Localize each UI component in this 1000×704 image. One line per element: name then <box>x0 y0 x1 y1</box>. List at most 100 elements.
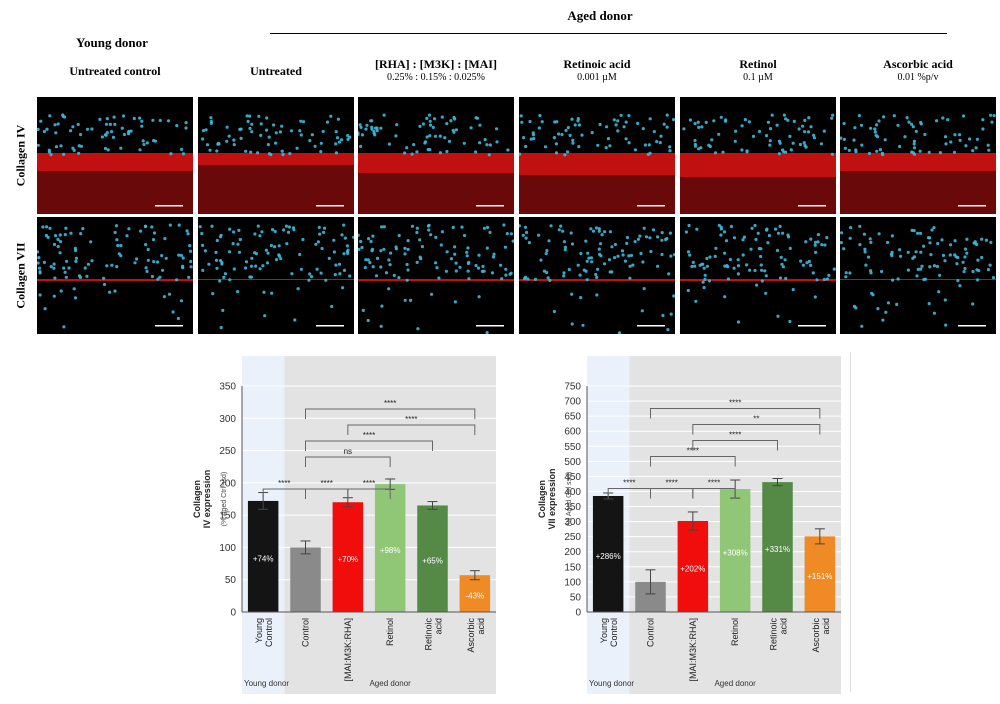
nucleus-dot <box>282 228 286 232</box>
nucleus-dot <box>359 125 363 129</box>
nucleus-dot <box>820 243 824 247</box>
nucleus-dot <box>150 225 154 229</box>
nucleus-dot <box>152 231 157 235</box>
nucleus-dot <box>753 223 757 228</box>
nucleus-dot <box>526 277 530 281</box>
nucleus-dot <box>358 123 362 127</box>
nucleus-dot <box>963 255 967 259</box>
nucleus-dot <box>504 267 508 271</box>
nucleus-dot <box>440 230 444 234</box>
nucleus-dot <box>616 254 620 258</box>
nucleus-dot <box>961 114 966 118</box>
nucleus-dot <box>321 129 325 134</box>
nucleus-dot <box>981 118 985 122</box>
nucleus-dot <box>788 134 792 138</box>
nucleus-dot <box>37 261 40 265</box>
nucleus-dot <box>627 141 631 145</box>
nucleus-dot <box>387 258 391 262</box>
nucleus-dot <box>600 233 604 237</box>
nucleus-dot <box>703 277 707 281</box>
nucleus-dot <box>405 262 409 267</box>
collagen-band <box>680 279 836 281</box>
nucleus-dot <box>42 260 46 264</box>
nucleus-dot <box>581 323 585 327</box>
nucleus-dot <box>647 143 651 147</box>
nucleus-dot <box>803 130 807 134</box>
nucleus-dot <box>201 129 206 133</box>
nucleus-dot <box>39 119 43 123</box>
nucleus-dot <box>648 151 652 155</box>
nucleus-dot <box>110 130 114 134</box>
nucleus-dot <box>612 118 616 122</box>
nucleus-dot <box>145 141 149 145</box>
significance-bracket <box>347 488 391 499</box>
nucleus-dot <box>392 273 396 277</box>
nucleus-dot <box>703 273 707 277</box>
y-tick-label: 700 <box>564 397 581 408</box>
column-title-ascorbic-acid: Ascorbic acid <box>883 57 953 71</box>
nucleus-dot <box>293 318 297 322</box>
nucleus-dot <box>596 143 600 147</box>
nucleus-dot <box>906 268 910 272</box>
nucleus-dot <box>665 237 669 241</box>
nucleus-dot <box>359 239 363 244</box>
nucleus-dot <box>584 239 588 243</box>
nucleus-dot <box>167 292 172 296</box>
nucleus-dot <box>317 225 321 229</box>
significance-label: **** <box>405 415 417 424</box>
nucleus-dot <box>736 320 741 324</box>
nucleus-dot <box>45 127 49 131</box>
nucleus-dot <box>437 276 441 280</box>
collagen-band <box>840 279 996 280</box>
y-tick-label: 750 <box>564 382 581 393</box>
group-label-aged: Aged donor <box>714 679 756 688</box>
nucleus-dot <box>708 255 712 259</box>
nucleus-dot <box>72 287 76 291</box>
nucleus-dot <box>52 242 57 247</box>
nucleus-dot <box>567 267 571 272</box>
y-tick-label: 250 <box>219 446 236 457</box>
nucleus-dot <box>477 253 481 257</box>
nucleus-dot <box>543 145 548 149</box>
nucleus-dot <box>481 264 485 268</box>
x-tick-label: Ascorbicacid <box>811 618 831 653</box>
nucleus-dot <box>37 256 41 260</box>
nucleus-dot <box>607 258 612 262</box>
nucleus-dot <box>755 283 759 287</box>
nucleus-dot <box>935 264 940 269</box>
nucleus-dot <box>420 245 424 249</box>
y-tick-label: 250 <box>564 532 581 543</box>
nucleus-dot <box>370 247 375 251</box>
nucleus-dot <box>641 127 645 131</box>
nucleus-dot <box>848 271 852 275</box>
nucleus-dot <box>320 246 324 251</box>
nucleus-dot <box>129 129 133 133</box>
nucleus-dot <box>776 231 781 235</box>
nucleus-dot <box>566 150 570 154</box>
nucleus-dot <box>822 277 826 282</box>
bar-percent-label: +202% <box>680 564 705 573</box>
nucleus-dot <box>578 273 582 277</box>
nucleus-dot <box>74 256 78 260</box>
nucleus-dot <box>733 139 737 143</box>
nucleus-dot <box>218 279 222 283</box>
nucleus-dot <box>538 113 542 118</box>
nucleus-dot <box>48 226 52 230</box>
nucleus-dot <box>799 259 803 263</box>
nucleus-dot <box>490 271 495 275</box>
nucleus-dot <box>847 148 851 152</box>
micrograph-image <box>519 113 675 214</box>
nucleus-dot <box>105 117 109 121</box>
nucleus-dot <box>596 267 600 271</box>
nucleus-dot <box>158 118 162 123</box>
nucleus-dot <box>454 128 458 132</box>
nucleus-dot <box>571 141 575 145</box>
nucleus-dot <box>858 224 862 228</box>
column-sub-ascorbic-acid: 0.01 %p/v <box>897 72 939 83</box>
nucleus-dot <box>812 133 816 137</box>
nucleus-dot <box>873 127 877 131</box>
nucleus-dot <box>508 272 512 276</box>
nucleus-dot <box>116 243 120 248</box>
nucleus-dot <box>121 114 126 118</box>
nucleus-dot <box>778 224 782 228</box>
